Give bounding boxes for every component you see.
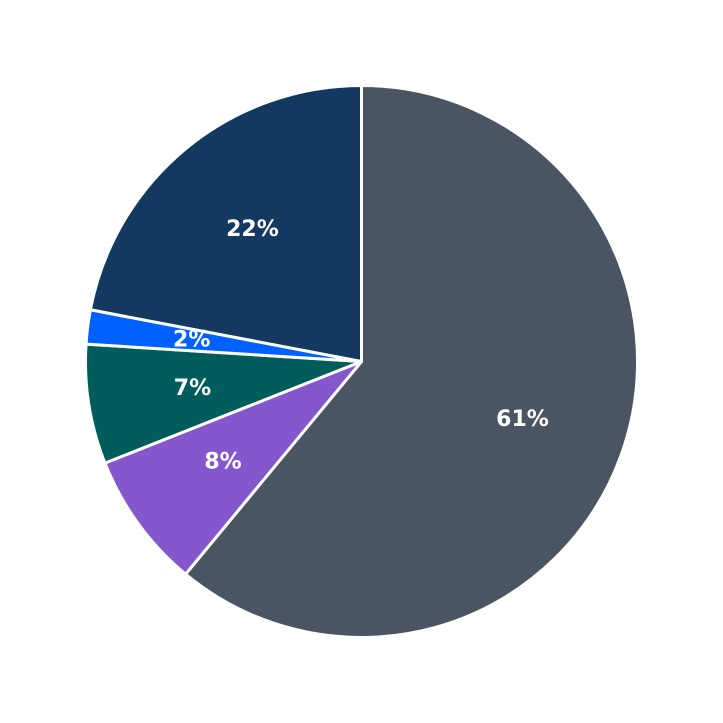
slices-group (84, 84, 639, 639)
slice-label-3: 2% (173, 328, 210, 353)
slice-label-0: 61% (496, 407, 549, 432)
slice-label-1: 8% (204, 450, 241, 475)
pie-slice-4 (88, 84, 363, 363)
slice-label-2: 7% (174, 376, 211, 401)
pie-slice-1 (103, 360, 363, 576)
labels-group: 61% 8% 7% 2% 22% (173, 217, 549, 474)
slice-label-4: 22% (226, 217, 279, 242)
pie-slice-0 (184, 84, 639, 639)
pie-slice-2 (84, 342, 363, 465)
